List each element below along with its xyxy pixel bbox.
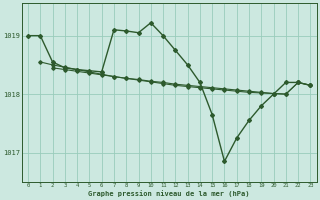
X-axis label: Graphe pression niveau de la mer (hPa): Graphe pression niveau de la mer (hPa)	[88, 190, 250, 197]
